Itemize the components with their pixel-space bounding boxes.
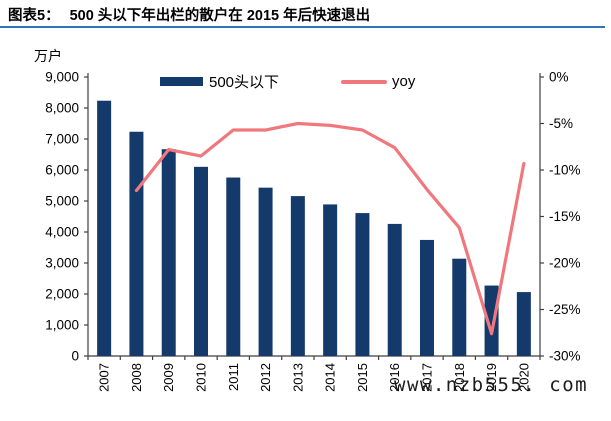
legend-item-line: yoy — [341, 73, 415, 90]
right-axis-tick-label: -5% — [549, 116, 573, 131]
left-axis-tick-label: 5,000 — [45, 194, 79, 209]
left-axis-tick-label: 1,000 — [45, 318, 79, 333]
left-axis-tick-label: 4,000 — [45, 225, 79, 240]
left-axis-tick-label: 2,000 — [45, 287, 79, 302]
x-axis-label: 2018 — [452, 363, 467, 392]
legend-bar-swatch — [160, 77, 203, 86]
bar-2015 — [355, 213, 370, 356]
chart-legend: 500头以下 yoy — [160, 71, 415, 92]
figure-title: 500 头以下年出栏的散户在 2015 年后快速退出 — [69, 8, 371, 24]
left-axis-unit-label: 万户 — [34, 48, 62, 64]
x-axis-label: 2012 — [258, 363, 273, 392]
bar-2013 — [290, 196, 305, 356]
left-axis-tick-label: 3,000 — [45, 256, 79, 271]
x-axis-label: 2017 — [420, 363, 435, 392]
bar-2014 — [323, 204, 338, 356]
left-axis-tick-label: 8,000 — [45, 101, 79, 116]
watermark-text: www.nzb555. com — [394, 374, 589, 396]
yoy-line — [134, 121, 526, 336]
bar-2020 — [516, 292, 531, 356]
right-axis-tick-label: -15% — [549, 209, 581, 224]
right-axis-tick-label: -10% — [549, 163, 581, 178]
left-axis-tick-label: 7,000 — [45, 132, 79, 147]
bar-2016 — [387, 223, 402, 356]
figure-label: 图表5： — [8, 8, 60, 24]
x-axis-label: 2011 — [226, 363, 241, 391]
x-axis-label: 2007 — [97, 363, 112, 392]
x-axis-label: 2013 — [290, 363, 305, 392]
bar-2010 — [194, 166, 208, 356]
right-axis-tick-label: -20% — [549, 256, 581, 271]
right-axis-tick-label: -30% — [549, 349, 581, 364]
right-axis-tick-label: -25% — [549, 302, 581, 317]
legend-line-swatch — [341, 79, 388, 84]
left-axis-tick-label: 9,000 — [45, 70, 79, 85]
left-axis-tick-label: 0 — [71, 349, 79, 364]
bar-2008 — [129, 131, 144, 356]
bar-2019 — [484, 285, 499, 356]
x-axis-label: 2008 — [129, 363, 144, 392]
figure-title-row: 图表5： 500 头以下年出栏的散户在 2015 年后快速退出 — [8, 4, 607, 25]
bar-2011 — [226, 177, 241, 356]
x-axis-label: 2014 — [323, 363, 338, 392]
bar-2018 — [452, 258, 467, 356]
x-axis-label: 2015 — [355, 363, 370, 392]
bar-2012 — [258, 187, 273, 356]
x-axis-label: 2019 — [484, 363, 499, 392]
x-axis-label: 2010 — [194, 363, 209, 392]
x-axis-label: 2020 — [516, 363, 531, 392]
right-axis-tick-label: 0% — [549, 70, 569, 85]
legend-item-bar: 500头以下 — [160, 71, 279, 92]
bar-2009 — [161, 149, 176, 356]
x-axis-label: 2016 — [387, 363, 402, 392]
x-axis-label: 2009 — [161, 363, 176, 392]
title-underline — [0, 26, 605, 28]
bar-2017 — [420, 239, 434, 356]
legend-bar-label: 500头以下 — [209, 74, 280, 91]
left-axis-tick-label: 6,000 — [45, 163, 79, 178]
legend-line-label: yoy — [392, 73, 416, 90]
bar-2007 — [97, 100, 112, 356]
